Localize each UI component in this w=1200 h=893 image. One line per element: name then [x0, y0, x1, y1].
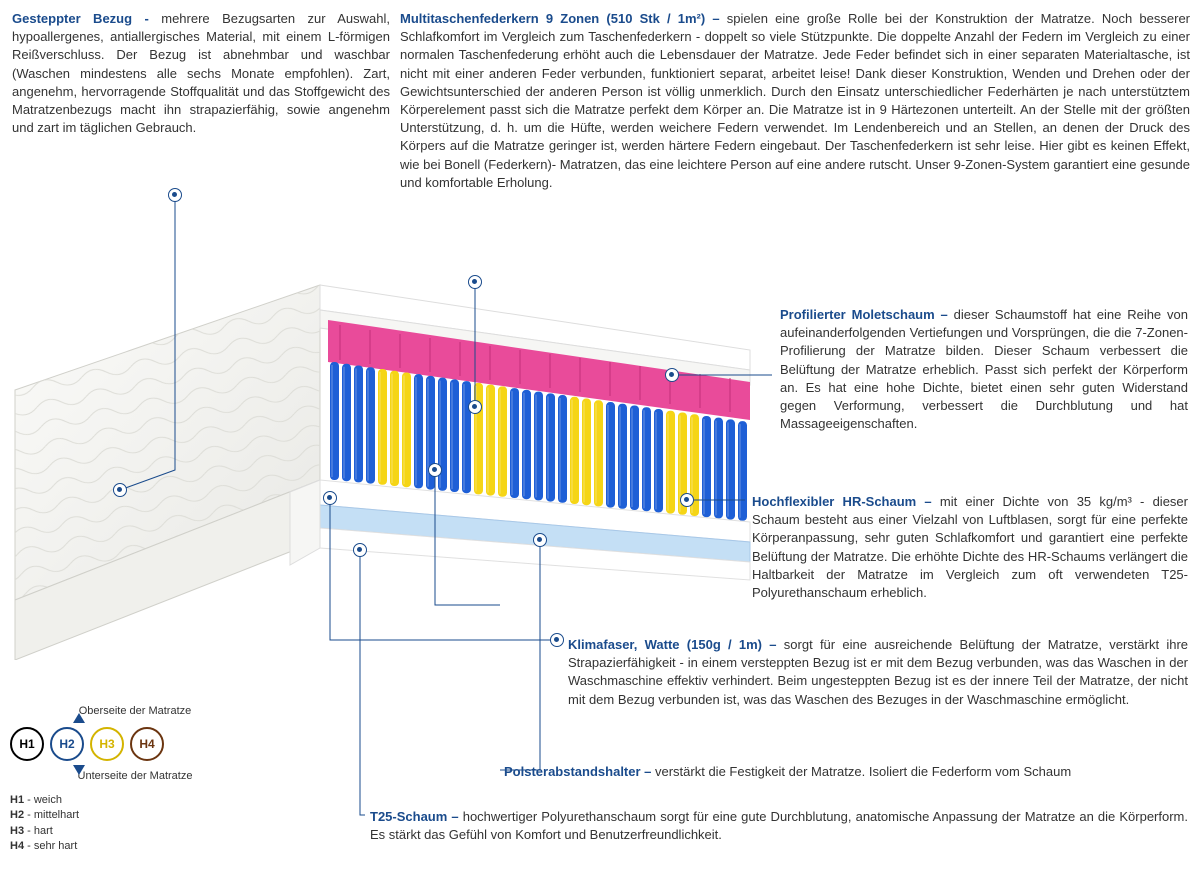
anchor-icon	[353, 543, 367, 557]
section-molet: Profilierter Moletschaum – dieser Schaum…	[780, 306, 1188, 433]
legend-val: hart	[34, 825, 53, 837]
anchor-icon	[468, 400, 482, 414]
anchor-icon	[665, 368, 679, 382]
body: mit einer Dichte von 35 kg/m³ - dieser S…	[752, 494, 1188, 600]
section-polster: Polsterabstandshalter – verstärkt die Fe…	[504, 763, 1189, 781]
title: T25-Schaum –	[370, 809, 463, 824]
anchor-icon	[550, 633, 564, 647]
legend-key: H3	[10, 825, 24, 837]
legend-key: H2	[10, 809, 24, 821]
legend-key: H1	[10, 794, 24, 806]
section-cover: Gesteppter Bezug - mehrere Bezugsarten z…	[12, 10, 390, 137]
legend-val: mittelhart	[34, 809, 79, 821]
legend-top-label: Oberseite der Matratze	[10, 704, 260, 719]
body: dieser Schaumstoff hat eine Reihe von au…	[780, 307, 1188, 431]
section-springs: Multitaschenfederkern 9 Zonen (510 Stk /…	[400, 10, 1190, 192]
legend-val: sehr hart	[34, 840, 77, 852]
anchor-icon	[113, 483, 127, 497]
arrow-down-icon	[73, 765, 85, 775]
body: spielen eine große Rolle bei der Konstru…	[400, 11, 1190, 190]
legend-key: H4	[10, 840, 24, 852]
title: Hochflexibler HR-Schaum –	[752, 494, 940, 509]
section-t25: T25-Schaum – hochwertiger Polyurethansch…	[370, 808, 1188, 844]
anchor-icon	[323, 491, 337, 505]
title: Profilierter Moletschaum –	[780, 307, 954, 322]
anchor-icon	[168, 188, 182, 202]
legend-circles: H1 H2 H3 H4	[10, 723, 260, 765]
body: verstärkt die Festigkeit der Matratze. I…	[655, 764, 1071, 779]
hardness-h2: H2	[50, 727, 84, 761]
anchor-icon	[428, 463, 442, 477]
title: Gesteppter Bezug -	[12, 11, 161, 26]
hardness-h4: H4	[130, 727, 164, 761]
anchor-icon	[468, 275, 482, 289]
anchor-icon	[680, 493, 694, 507]
mattress-illustration	[10, 280, 770, 660]
legend-val: weich	[34, 794, 62, 806]
title: Multitaschenfederkern 9 Zonen (510 Stk /…	[400, 11, 727, 26]
legend-bottom-label: Unterseite der Matratze	[10, 769, 260, 784]
hardness-legend: Oberseite der Matratze H1 H2 H3 H4 Unter…	[10, 700, 260, 854]
anchor-icon	[533, 533, 547, 547]
hardness-h3: H3	[90, 727, 124, 761]
hardness-h1: H1	[10, 727, 44, 761]
legend-list: H1 - weich H2 - mittelhart H3 - hart H4 …	[10, 793, 260, 855]
title: Polsterabstandshalter –	[504, 764, 655, 779]
arrow-up-icon	[73, 713, 85, 723]
body: mehrere Bezugsarten zur Auswahl, hypoall…	[12, 11, 390, 135]
section-hr: Hochflexibler HR-Schaum – mit einer Dich…	[752, 493, 1188, 602]
body: hochwertiger Polyurethanschaum sorgt für…	[370, 809, 1188, 842]
